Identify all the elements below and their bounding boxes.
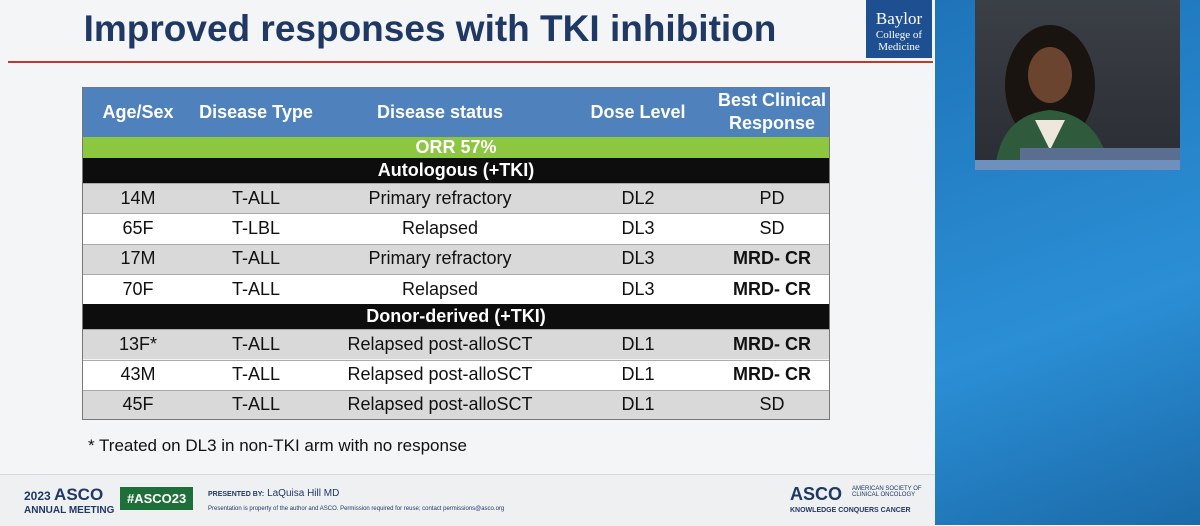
table-cell: Primary refractory [368,187,512,208]
header-cell: Disease Type [199,101,313,122]
logo-line: Medicine [878,41,920,53]
table-row [82,213,830,244]
table-row [82,329,830,360]
logo-line: Baylor [875,9,923,28]
table-cell: Relapsed post-alloSCT [347,364,533,385]
summary-row: ORR 57% [82,137,830,158]
table-cell: MRD- CR [733,333,811,354]
table-cell: 43M [120,364,156,385]
table-row [82,273,830,305]
speaker-image [975,25,1180,170]
header-cell: Disease status [376,101,504,122]
title-rule [8,61,933,63]
table-cell: Primary refractory [368,248,512,269]
table-row [82,183,830,214]
table-cell: T-ALL [231,278,281,299]
table-cell: 65F [122,217,154,238]
table-cell: DL3 [621,217,655,238]
table-cell: MRD- CR [733,278,811,299]
logo: Baylor College of Medicine [866,0,932,58]
table-cell: 70F [122,278,154,299]
table-cell: PD [759,187,785,208]
meeting: 2023 ASCO ANNUAL MEETING [24,485,114,516]
table-cell: T-LBL [231,217,281,238]
header-cell: Age/Sex [102,101,174,122]
table-cell: DL1 [621,364,655,385]
speaker-video [975,0,1180,170]
table-cell: Relapsed [401,217,479,238]
presenter-line: PRESENTED BY: LaQuisa Hill MD [208,488,339,499]
header-cell: Dose Level [590,101,686,122]
table: Age/Sex Disease Type Disease status Dose Le… [82,87,830,421]
notice: Presentation is property of the author a… [208,506,505,512]
table-cell: MRD- CR [733,364,811,385]
footer: 2023 ASCO ANNUAL MEETING #ASCO23 PRESENT… [0,474,935,526]
table-cell: T-ALL [231,333,281,354]
meeting-name: ASCO [54,485,104,504]
slide: Improved responses with TKI inhibition B… [0,0,935,526]
table-cell: T-ALL [231,364,281,385]
hashtag: #ASCO23 [120,487,194,510]
table-cell: SD [759,394,785,415]
table-row [82,359,830,390]
group-row: Autologous (+TKI) [82,158,830,183]
header-row [82,87,830,137]
table-cell: 17M [120,248,156,269]
footnote: * Treated on DL3 in non-TKI arm with no … [88,436,467,455]
group-row: Donor-derived (+TKI) [82,304,830,330]
org-tagline: KNOWLEDGE CONQUERS CANCER [790,507,911,514]
table-cell: DL2 [621,187,655,208]
table-cell: T-ALL [231,394,281,415]
table-cell: MRD- CR [733,248,811,269]
header-cell: Best Clinical Response [717,90,827,133]
table-cell: 13F* [118,333,158,354]
table-row [82,389,830,421]
presented-by: PRESENTED BY: [208,491,265,498]
table-cell: SD [759,217,785,238]
table-cell: DL1 [621,333,655,354]
table-cell: T-ALL [231,248,281,269]
table-cell: Relapsed [401,278,479,299]
table-border [82,87,830,421]
slide-title: Improved responses with TKI inhibition [83,8,777,49]
org-name: AMERICAN SOCIETY OF CLINICAL ONCOLOGY [852,486,922,498]
presenter: LaQuisa Hill MD [267,488,340,499]
table-cell: DL1 [621,394,655,415]
table-cell: T-ALL [231,187,281,208]
table-cell: 45F [122,394,154,415]
org-logo: ASCO [790,484,843,504]
table-cell: 14M [120,187,156,208]
logo-line: College of [875,29,923,41]
table-cell: Relapsed post-alloSCT [347,394,533,415]
table-cell: DL3 [621,248,655,269]
table-row [82,243,830,274]
table-cell: DL3 [621,278,655,299]
meeting-sub: ANNUAL MEETING [24,505,115,516]
table-cell: Relapsed post-alloSCT [347,333,533,354]
meeting-year: 2023 [24,489,51,503]
